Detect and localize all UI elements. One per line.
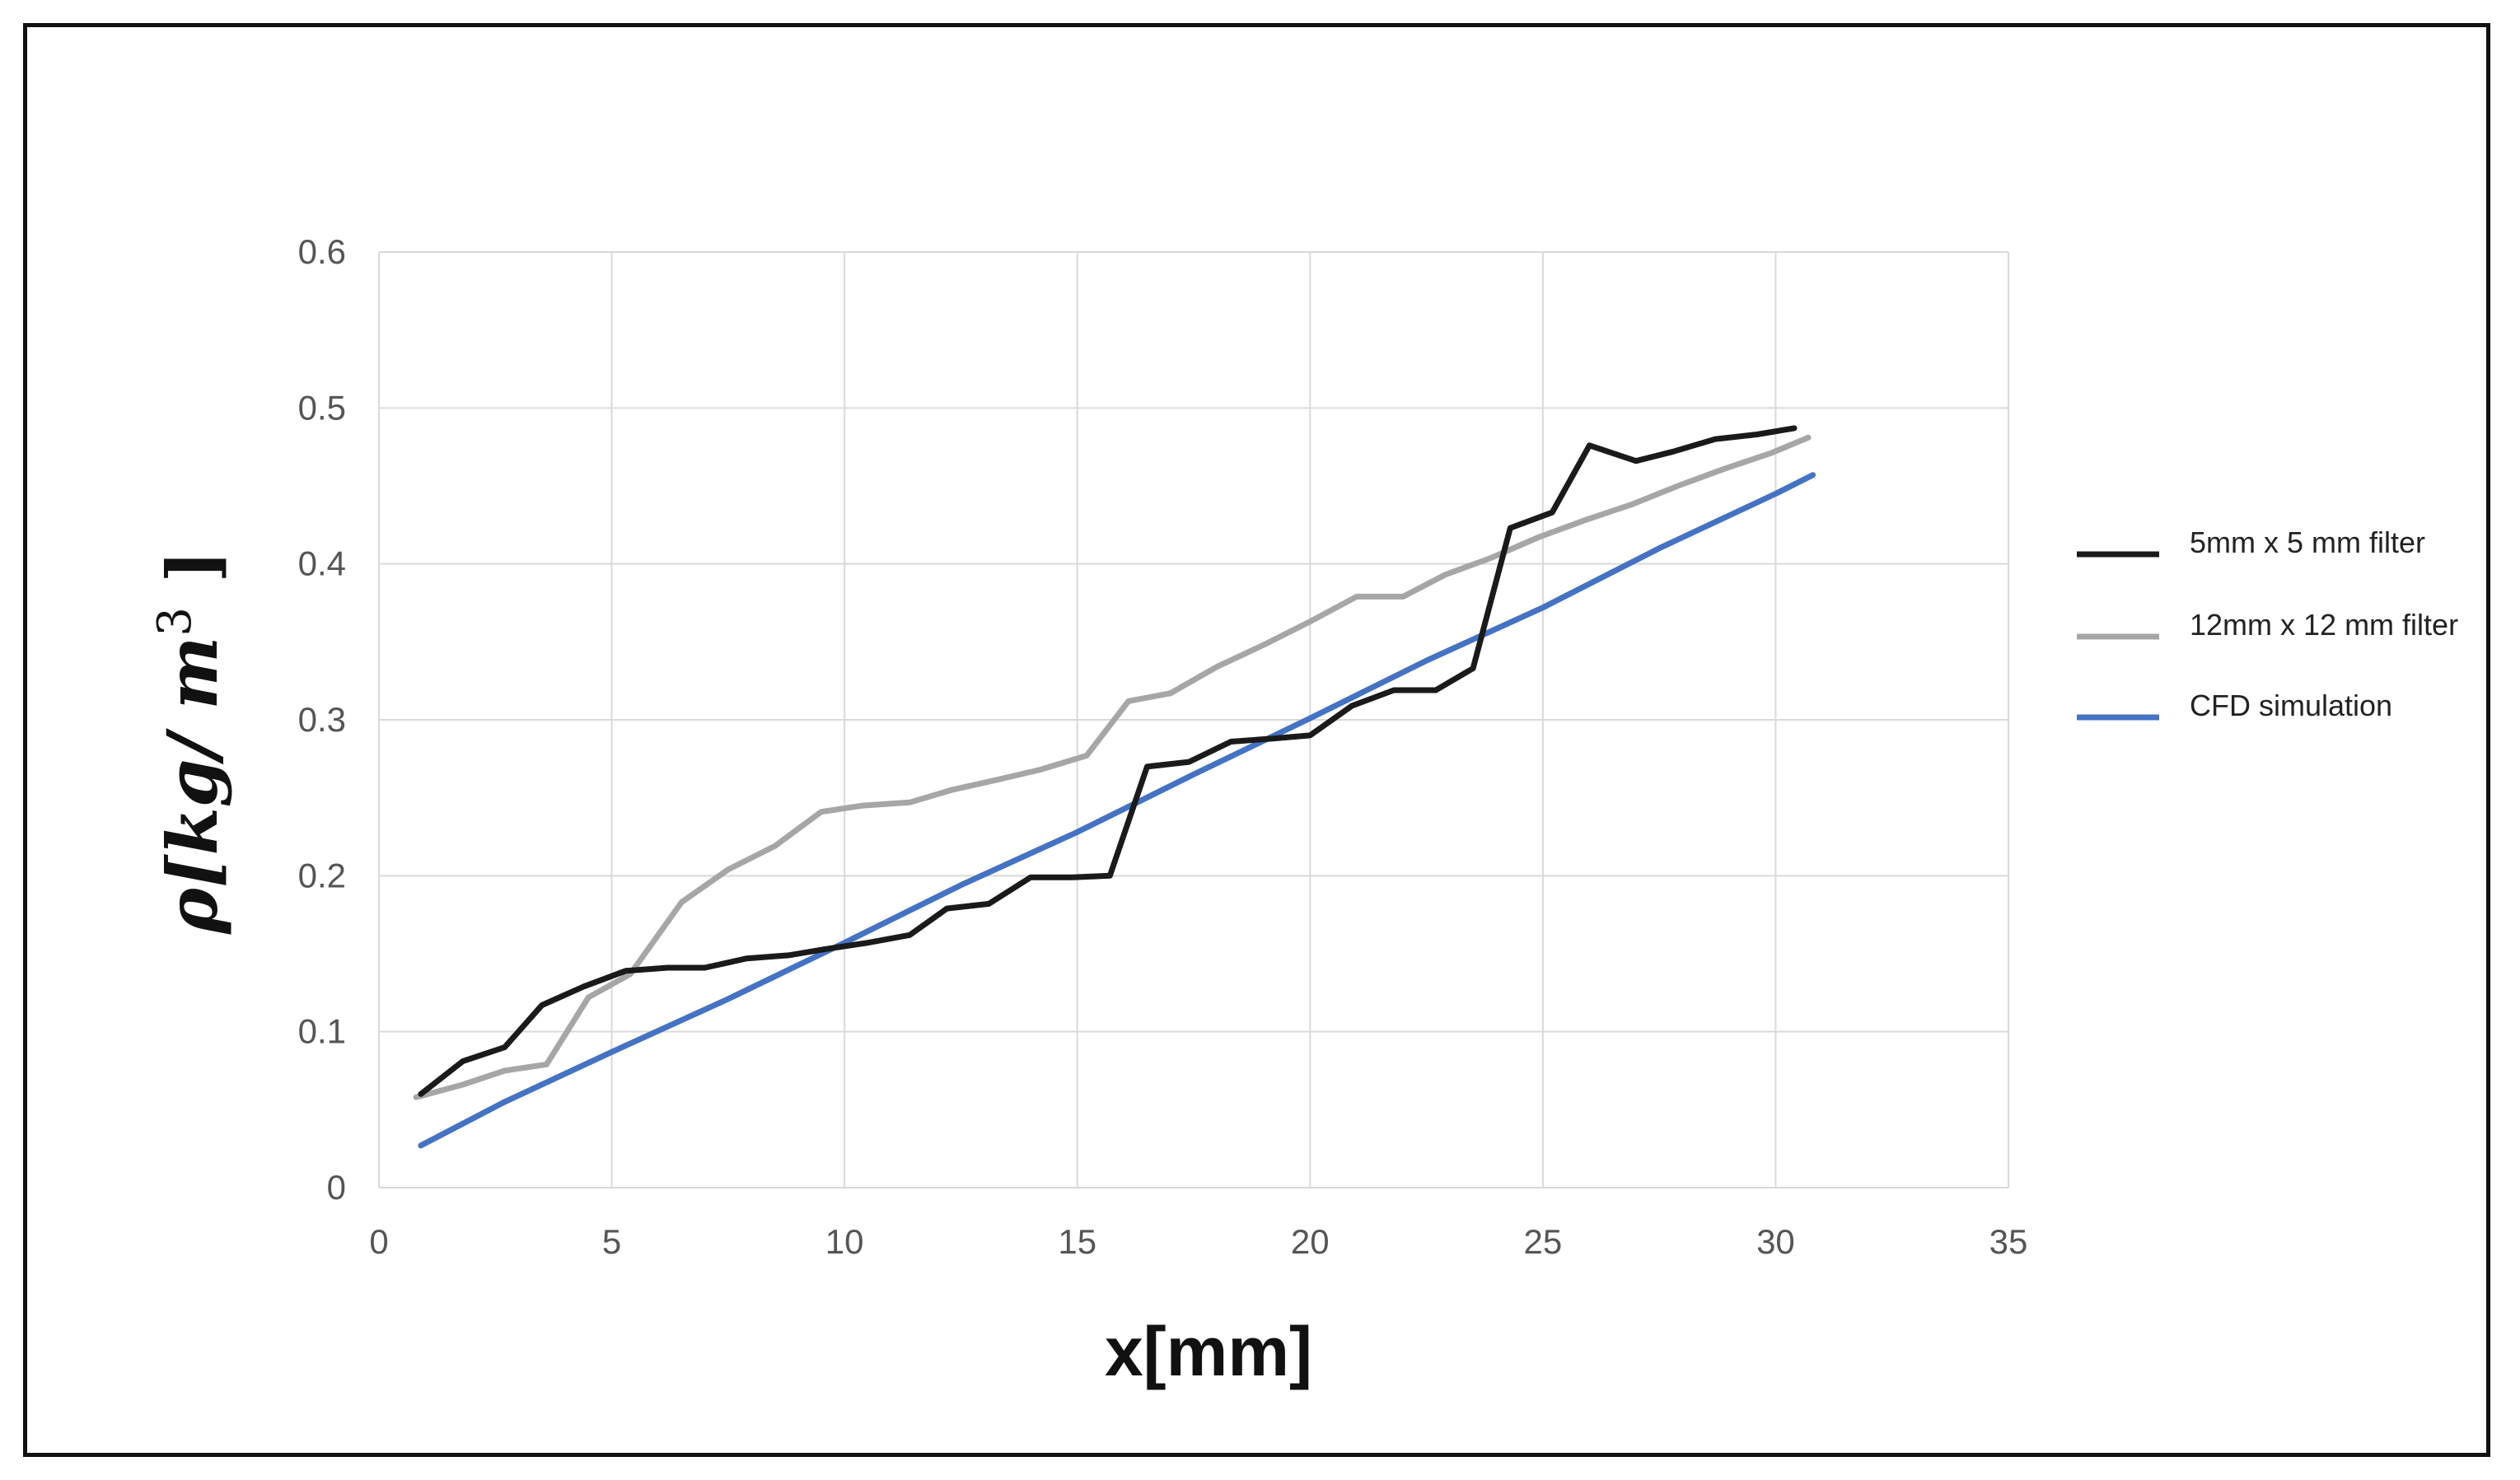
line-chart: 0 5 10 15 20 25 30 35 0 0.1 0.2 0.3 0.4 0.5 0.6 x[mm]… [148, 232, 2458, 1390]
x-tick-label: 30 [1756, 1222, 1795, 1261]
y-tick-label: 0.2 [298, 856, 346, 894]
x-axis-label: x[mm] [1105, 1313, 1312, 1390]
x-tick-label: 0 [369, 1222, 388, 1261]
gridlines [378, 251, 2009, 1188]
y-tick-label: 0.5 [298, 388, 346, 427]
legend-label-1: 12mm x 12 mm filter [2190, 608, 2458, 642]
y-tick-label: 0.3 [298, 700, 346, 739]
x-tick-label: 5 [602, 1222, 621, 1261]
x-tick-label: 15 [1058, 1222, 1096, 1261]
legend-label-0: 5mm x 5 mm filter [2190, 525, 2425, 559]
y-tick-label: 0.1 [298, 1012, 346, 1051]
legend-label-2: CFD simulation [2190, 689, 2392, 722]
y-tick-label: 0.4 [298, 544, 346, 583]
series-line-2 [418, 472, 1816, 1149]
y-axis-label-sup: 3 [148, 607, 202, 637]
x-tick-labels: 0 5 10 15 20 25 30 35 [369, 1222, 2027, 1261]
series-layer [413, 425, 1816, 1149]
y-axis-label-tail: ] [152, 550, 233, 607]
series-line-1 [413, 434, 1812, 1100]
x-tick-label: 20 [1291, 1222, 1330, 1261]
x-tick-label: 35 [1989, 1222, 2028, 1261]
y-axis-label-main: ρ[kg/ m [152, 637, 233, 935]
y-tick-label: 0 [327, 1168, 346, 1207]
y-axis-label: ρ[kg/ m3 ] [148, 550, 233, 935]
y-tick-label: 0.6 [298, 232, 346, 271]
chart-frame: 0 5 10 15 20 25 30 35 0 0.1 0.2 0.3 0.4 0.5 0.6 x[mm]… [23, 23, 2490, 1457]
legend: 5mm x 5 mm filter 12mm x 12 mm filter CFD … [2077, 525, 2458, 722]
x-tick-label: 25 [1523, 1222, 1562, 1261]
x-tick-label: 10 [825, 1222, 864, 1261]
series-line-0 [418, 425, 1798, 1097]
y-tick-labels: 0 0.1 0.2 0.3 0.4 0.5 0.6 [298, 232, 346, 1207]
